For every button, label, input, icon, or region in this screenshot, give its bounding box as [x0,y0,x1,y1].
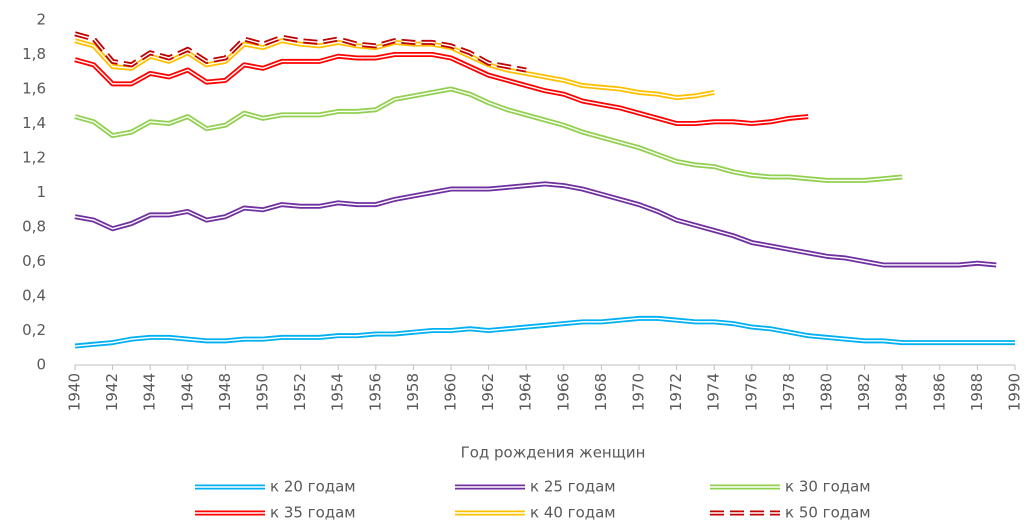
y-tick-label: 1 [36,183,46,201]
x-tick-label: 1982 [855,373,873,411]
legend-label: к 25 годам [530,478,616,496]
x-tick-label: 1956 [366,373,384,411]
x-tick-label: 1964 [517,373,535,411]
y-tick-label: 0,8 [22,218,46,236]
legend-label: к 30 годам [785,478,871,496]
series-line-inner [74,88,903,182]
y-tick-label: 2 [36,11,46,29]
y-tick-label: 1,2 [22,149,46,167]
series-line-inner [74,53,809,125]
x-tick-label: 1980 [818,373,836,411]
x-tick-label: 1942 [103,373,121,411]
y-tick-label: 0,2 [22,321,46,339]
series-line-inner [74,183,997,266]
x-tick-label: 1990 [1006,373,1024,411]
x-tick-label: 1962 [479,373,497,411]
legend-label: к 35 годам [270,504,356,522]
x-tick-label: 1952 [291,373,309,411]
series-line [74,315,1015,349]
x-tick-label: 1968 [592,373,610,411]
x-tick-label: 1972 [667,373,685,411]
y-tick-label: 0 [36,356,46,374]
x-tick-label: 1940 [66,373,84,411]
x-axis-title: Год рождения женщин [461,444,646,462]
x-tick-label: 1984 [893,373,911,411]
x-tick-label: 1974 [705,373,723,411]
y-tick-label: 1,4 [22,114,46,132]
y-tick-label: 0,4 [22,287,46,305]
y-tick-label: 1,8 [22,45,46,63]
y-tick-label: 0,6 [22,252,46,270]
x-tick-label: 1948 [216,373,234,411]
legend-label: к 50 годам [785,504,871,522]
legend-label: к 20 годам [270,478,356,496]
x-tick-label: 1944 [141,373,159,411]
series-line-inner [74,317,1015,347]
x-tick-label: 1946 [178,373,196,411]
y-tick-label: 1,6 [22,80,46,98]
x-tick-label: 1954 [329,373,347,411]
x-tick-label: 1970 [630,373,648,411]
x-tick-label: 1976 [742,373,760,411]
x-tick-label: 1978 [780,373,798,411]
series-line-inner [74,40,715,99]
series-line [74,181,997,268]
x-tick-label: 1966 [554,373,572,411]
series-line-inner [74,33,527,71]
x-tick-label: 1950 [254,373,272,411]
x-tick-label: 1988 [968,373,986,411]
legend-label: к 40 годам [530,504,616,522]
x-tick-label: 1986 [930,373,948,411]
x-tick-label: 1958 [404,373,422,411]
x-tick-label: 1960 [442,373,460,411]
